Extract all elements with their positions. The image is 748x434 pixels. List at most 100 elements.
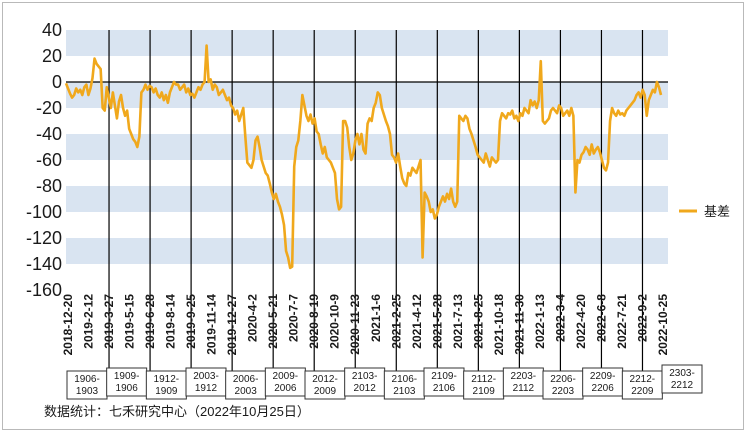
x-tick-label: 2022-7-21 [615, 294, 629, 349]
contract-box-label: 1909- [114, 371, 140, 382]
contract-box-frame [502, 367, 544, 397]
grid-band [66, 56, 668, 82]
y-tick-label: 0 [52, 72, 62, 92]
contract-box-label: 2106 [433, 383, 456, 394]
x-tick-label: 2019-3-27 [102, 294, 116, 349]
contract-box-label: 2106- [392, 374, 418, 385]
contract-box-frame [582, 367, 624, 397]
contract-box-frame [145, 370, 187, 400]
y-tick-label: 40 [42, 20, 62, 40]
contract-box-frame [106, 367, 148, 397]
x-tick-label: 2021-2-25 [389, 294, 403, 349]
grid-band [66, 30, 668, 56]
contract-box-frame [383, 370, 425, 400]
contract-box-frame [185, 367, 227, 397]
contract-box-label: 1906 [116, 383, 139, 394]
x-tick-label: 2020-7-7 [287, 294, 301, 342]
x-tick-label: 2021-8-25 [471, 294, 485, 349]
y-tick-label: -120 [26, 228, 62, 248]
x-axis-labels: 2018-12-20 2019-2-12 2019-3-27 2019-5-15 201… [61, 294, 670, 356]
x-tick-label: 2019-9-25 [184, 294, 198, 349]
contract-box: 2209-2206 [582, 367, 624, 397]
y-tick-label: -140 [26, 254, 62, 274]
contract-box: 2109-2106 [423, 367, 465, 397]
x-tick-label: 2022-6-8 [594, 294, 608, 342]
y-tick-label: -60 [36, 150, 62, 170]
x-tick-label: 2021-10-18 [492, 294, 506, 356]
contract-box-label: 2012- [312, 374, 338, 385]
contract-box-label: 2006 [274, 383, 297, 394]
grid-band [66, 160, 668, 186]
contract-box-label: 1903 [76, 386, 99, 397]
x-tick-label: 2021-11-30 [512, 294, 526, 355]
x-tick-label: 2022-10-25 [656, 294, 670, 356]
contract-box-frame [66, 370, 108, 400]
contract-box-label: 2212- [630, 374, 656, 385]
x-tick-label: 2018-12-20 [61, 294, 75, 356]
series-group [64, 44, 663, 270]
grid-band [66, 238, 668, 264]
contract-box-label: 2006- [233, 374, 259, 385]
x-tick-label: 2020-10-9 [328, 294, 342, 349]
series-line-basis [64, 44, 663, 270]
contract-box-label: 2212 [671, 380, 694, 391]
contract-box: 2006-2003 [225, 370, 267, 400]
chart-frame [2, 2, 744, 430]
contract-box-label: 2206- [550, 374, 576, 385]
contract-box-label: 2206 [592, 383, 615, 394]
contract-box-frame [621, 370, 663, 400]
x-tick-label: 2021-7-13 [451, 294, 465, 349]
contract-box-label: 1912 [195, 383, 218, 394]
grid-band [66, 264, 668, 290]
contract-box-label: 2303- [669, 368, 695, 379]
grid-band [66, 212, 668, 238]
y-tick-label: -100 [26, 202, 62, 222]
x-tick-label: 2020-4-2 [246, 294, 260, 342]
contract-box-label: 2103 [393, 386, 416, 397]
contract-box: 1909-1906 [106, 367, 148, 397]
x-tick-label: 2021-1-6 [369, 294, 383, 342]
x-tick-label: 2019-8-14 [164, 294, 178, 349]
contract-box-label: 2012 [354, 383, 377, 394]
x-tick-label: 2021-5-28 [430, 294, 444, 349]
x-tick-label: 2022-1-13 [533, 294, 547, 349]
x-tick-label: 2022-9-2 [635, 294, 649, 342]
legend-label: 基差 [704, 204, 730, 219]
contract-box: 2303-2212 [661, 364, 703, 394]
footnote-source: 数据统计：七禾研究中心（2022年10月25日） [44, 404, 310, 419]
contract-box: 2112-2109 [463, 370, 505, 400]
x-tick-label: 2022-3-4 [553, 294, 567, 342]
contract-box-label: 2112- [471, 374, 496, 385]
legend: 基差 [679, 204, 730, 219]
contract-box-label: 2003- [193, 371, 219, 382]
y-tick-label: -160 [26, 280, 62, 300]
contract-box: 2106-2103 [383, 370, 425, 400]
y-axis-labels: 40 20 0 -20 -40 -60 -80 -100 -120 -140 -160 [26, 20, 62, 300]
contract-box: 2206-2203 [542, 370, 584, 400]
x-tick-label: 2020-8-19 [307, 294, 321, 349]
x-tick-label: 2021-4-12 [410, 294, 424, 349]
contract-box-label: 2003 [235, 386, 258, 397]
x-tick-label: 2020-11-23 [348, 294, 362, 355]
grid-band [66, 186, 668, 212]
contract-box-label: 2103- [352, 371, 378, 382]
contract-box: 1912-1909 [145, 370, 187, 400]
contract-box: 2009-2006 [264, 367, 306, 397]
grid-band [66, 82, 668, 108]
contract-box: 2212-2209 [621, 370, 663, 400]
contract-box-label: 2209 [631, 386, 654, 397]
contract-box: 2003-1912 [185, 367, 227, 397]
contract-box: 2012-2009 [304, 370, 346, 400]
contract-box-label: 2009- [273, 371, 299, 382]
x-tick-label: 2019-2-12 [82, 294, 96, 349]
x-tick-label: 2019-5-15 [123, 294, 137, 349]
contract-box: 2203-2112 [502, 367, 544, 397]
contract-box-label: 2009 [314, 386, 337, 397]
contract-box-label: 1909 [155, 386, 178, 397]
contract-box-label: 2203 [552, 386, 575, 397]
x-tick-label: 2019-6-28 [143, 294, 157, 349]
contract-box-label: 2109- [431, 371, 457, 382]
contract-box: 2103-2012 [344, 367, 386, 397]
contract-box-frame [344, 367, 386, 397]
